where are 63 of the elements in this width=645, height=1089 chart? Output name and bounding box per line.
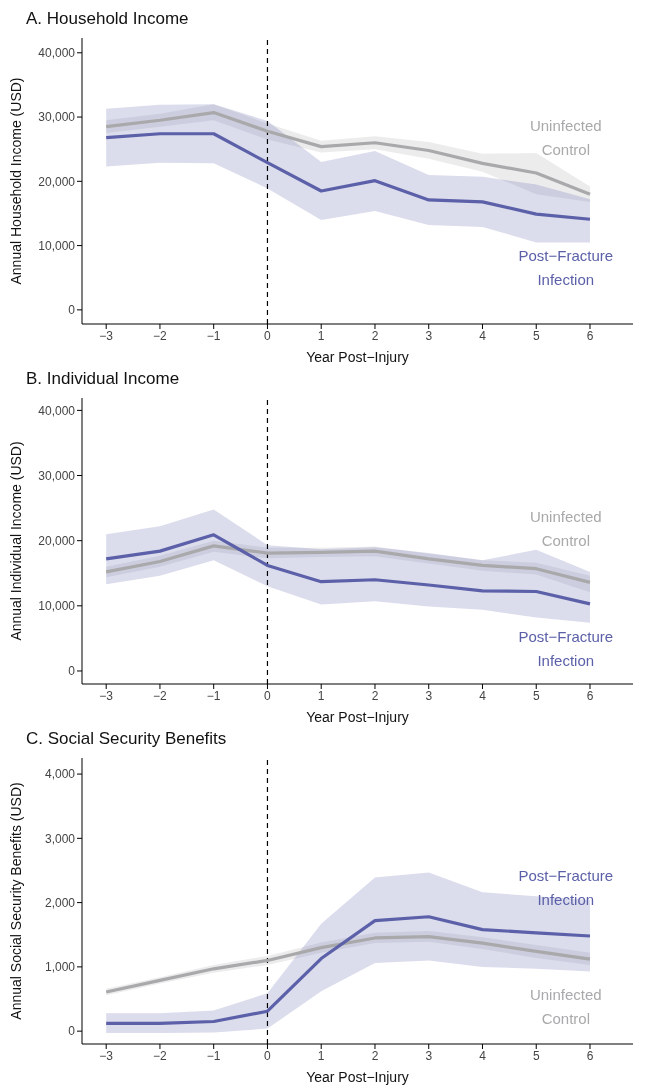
line-series xyxy=(104,533,592,606)
x-tick-label: 2 xyxy=(371,1048,379,1063)
x-axis-title: Year Post−Injury xyxy=(306,709,409,725)
x-axis-title: Year Post−Injury xyxy=(306,1069,409,1085)
line-series xyxy=(104,544,592,584)
x-tick-label: 6 xyxy=(586,328,594,343)
y-tick-label: 0 xyxy=(68,1024,76,1039)
y-tick-label: 20,000 xyxy=(38,174,76,189)
y-tick-label: 40,000 xyxy=(38,46,76,61)
y-axis-title: Annual Individual Income (USD) xyxy=(7,441,24,641)
x-tick-label: 3 xyxy=(425,688,433,703)
text: Post−Fracture Infection xyxy=(518,246,614,288)
y-tick-label: 10,000 xyxy=(38,238,76,253)
y-tick-label: 0 xyxy=(68,664,76,679)
y-tick-label: 4,000 xyxy=(44,767,76,782)
x-tick-label: 4 xyxy=(479,688,487,703)
y-tick-label: 0 xyxy=(68,303,76,318)
x-tick-label: −1 xyxy=(206,688,221,703)
x-tick-label: 6 xyxy=(586,1048,594,1063)
y-tick-label: 1,000 xyxy=(44,960,76,975)
x-tick-label: −3 xyxy=(99,1048,114,1063)
x-tick-label: −2 xyxy=(153,328,168,343)
x-tick-label: 0 xyxy=(264,688,272,703)
y-tick-label: 20,000 xyxy=(38,533,76,548)
x-tick-label: 1 xyxy=(317,1048,325,1063)
x-tick-label: 5 xyxy=(532,688,540,703)
y-axis-title: Annual Social Security Benefits (USD) xyxy=(7,782,24,1020)
x-tick-label: −1 xyxy=(206,328,221,343)
line-series xyxy=(104,132,592,221)
series-label: Post−Fracture Infection xyxy=(518,866,614,908)
x-tick-label: 5 xyxy=(532,1048,540,1063)
y-tick-label: 40,000 xyxy=(38,403,76,418)
x-tick-label: −2 xyxy=(153,688,168,703)
x-tick-label: −2 xyxy=(153,1048,168,1063)
y-tick-label: 30,000 xyxy=(38,110,76,125)
series-label: Uninfected Control xyxy=(529,985,602,1027)
x-tick-label: −1 xyxy=(206,1048,221,1063)
x-axis-title: Year Post−Injury xyxy=(306,349,409,365)
series-label: Uninfected Control xyxy=(529,508,602,550)
x-tick-label: 4 xyxy=(479,1048,487,1063)
x-tick-label: −3 xyxy=(99,328,114,343)
text: Post−Fracture Infection xyxy=(518,628,614,670)
x-tick-label: −3 xyxy=(99,688,114,703)
x-tick-label: 2 xyxy=(371,328,379,343)
x-tick-label: 1 xyxy=(317,328,325,343)
x-tick-label: 2 xyxy=(371,688,379,703)
x-tick-label: 0 xyxy=(264,1048,272,1063)
x-tick-label: 1 xyxy=(317,688,325,703)
y-tick-label: 3,000 xyxy=(44,831,76,846)
y-tick-label: 2,000 xyxy=(44,895,76,910)
x-tick-label: 3 xyxy=(425,1048,433,1063)
x-tick-label: 4 xyxy=(479,328,487,343)
x-tick-label: 6 xyxy=(586,688,594,703)
x-tick-label: 0 xyxy=(264,328,272,343)
x-tick-label: 3 xyxy=(425,328,433,343)
chart-title: C. Social Security Benefits xyxy=(25,728,228,750)
x-tick-label: 5 xyxy=(532,328,540,343)
y-tick-label: 30,000 xyxy=(38,468,76,483)
y-axis-title: Annual Household Income (USD) xyxy=(7,77,24,285)
series-label: Uninfected Control xyxy=(529,116,602,158)
y-tick-label: 10,000 xyxy=(38,599,76,614)
chart-title: A. Household Income xyxy=(25,8,190,30)
chart-title: B. Individual Income xyxy=(25,368,181,390)
